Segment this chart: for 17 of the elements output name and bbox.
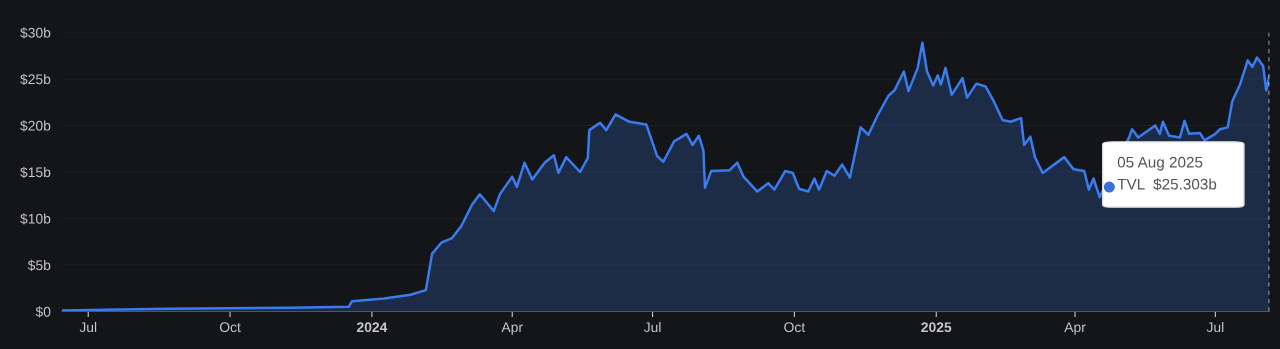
x-tick-label: Oct [784, 322, 806, 333]
x-tick-label: 2024 [356, 322, 388, 333]
y-tick-label: $0 [35, 306, 51, 318]
y-tick-label: $20b [20, 120, 51, 132]
y-tick-label: $10b [20, 213, 51, 225]
x-tick-label: Jul [79, 321, 97, 333]
y-tick-label: $25b [20, 73, 51, 85]
x-tick-label: 2025 [921, 322, 952, 333]
y-tick-label: $5b [27, 259, 51, 271]
x-tick-label: Apr [501, 322, 523, 335]
x-tick-label: Jul [1206, 321, 1224, 333]
y-tick-label: $15b [20, 166, 51, 178]
x-tick-label: Jul [643, 321, 661, 333]
y-tick-label: $30b [20, 27, 51, 39]
x-tick-label: Apr [1064, 322, 1086, 335]
annotation: 05 Aug 2025 TVL $25.303b [1117, 156, 1217, 191]
x-tick-label: Oct [219, 322, 241, 333]
